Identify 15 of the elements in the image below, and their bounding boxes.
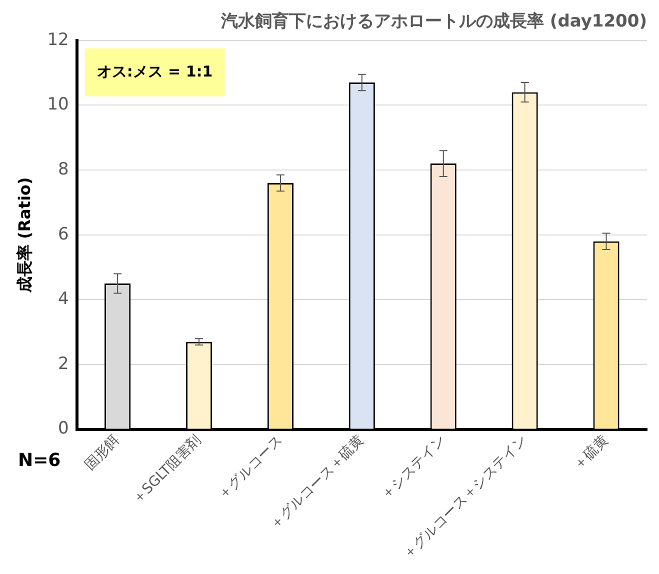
annotation: オス:メス = 1:1 — [96, 62, 213, 80]
y-tick-label: 4 — [58, 289, 69, 310]
x-tick-label: ＋グルコース — [215, 432, 286, 504]
y-tick-label: 6 — [58, 224, 69, 244]
y-tick-label: 2 — [58, 354, 69, 374]
y-tick-label: 0 — [58, 418, 69, 439]
text: N=6 — [18, 450, 61, 471]
x-tick-label: ＋硫黄 — [570, 432, 612, 474]
y-tick-label: 12 — [47, 30, 69, 50]
x-tick-label: 固形餌 — [82, 432, 123, 474]
x-tick-label: ＋システイン — [378, 432, 449, 504]
y-tick-label: 10 — [47, 94, 69, 115]
y-axis-title: 成長率 (Ratio) — [14, 177, 34, 294]
y-tick-label: 8 — [58, 159, 69, 180]
chart-title: 汽水飼育下におけるアホロートルの成長率 (day1200) — [220, 10, 647, 32]
